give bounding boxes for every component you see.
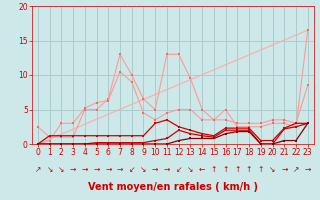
X-axis label: Vent moyen/en rafales ( km/h ): Vent moyen/en rafales ( km/h ) <box>88 182 258 192</box>
